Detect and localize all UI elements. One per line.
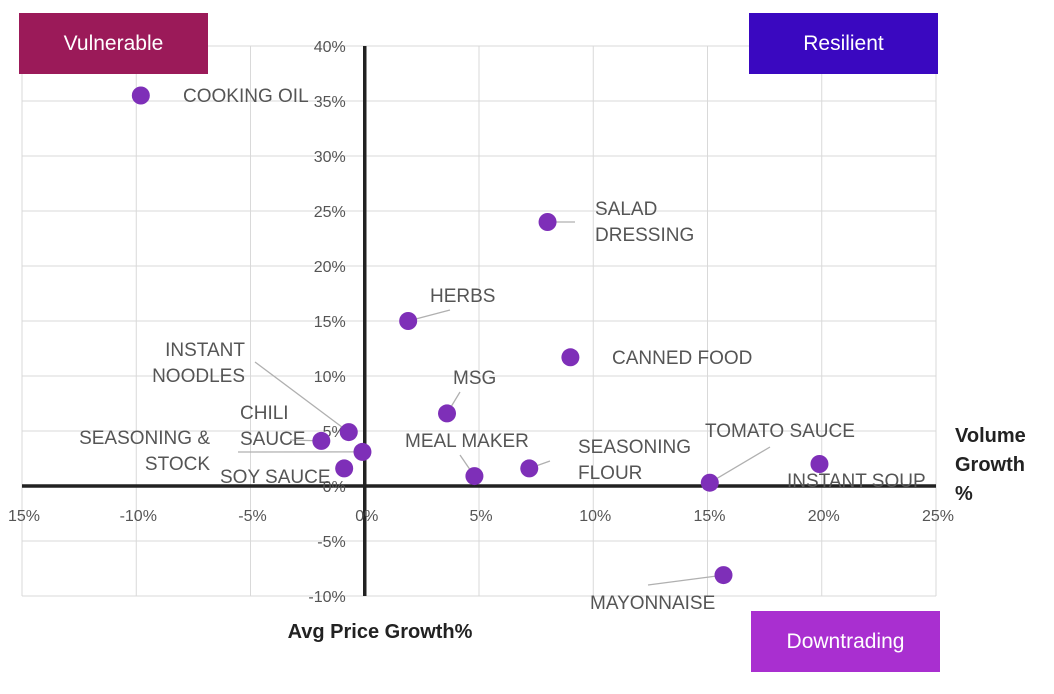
data-point	[520, 459, 539, 478]
data-point	[714, 566, 733, 585]
point-label: MAYONNAISE	[590, 593, 715, 614]
y-tick-label: 20%	[314, 259, 346, 276]
data-point	[438, 404, 457, 423]
data-point	[561, 348, 580, 367]
svg-text:%: %	[955, 483, 973, 505]
point-label: SEASONING &	[79, 428, 210, 449]
x-tick-label: -10%	[120, 508, 157, 525]
x-axis-title: Avg Price Growth%	[288, 621, 473, 643]
y-tick-label: 35%	[314, 94, 346, 111]
y-tick-label: 15%	[314, 314, 346, 331]
point-label: DRESSING	[595, 225, 694, 246]
axes	[22, 46, 936, 596]
y-axis-title: Volume Growth %	[955, 425, 1026, 505]
point-label: MSG	[453, 368, 496, 389]
point-label: SAUCE	[240, 429, 305, 450]
point-label: SOY SAUCE	[220, 467, 331, 488]
point-label: CHILI	[240, 403, 289, 424]
data-point	[335, 459, 354, 478]
y-tick-label: 40%	[314, 39, 346, 56]
data-point	[312, 431, 331, 450]
x-tick-label: 15%	[693, 508, 725, 525]
point-label: COOKING OIL	[183, 86, 309, 107]
data-point	[131, 86, 150, 105]
y-tick-label: 10%	[314, 369, 346, 386]
svg-text:Growth: Growth	[955, 454, 1025, 476]
point-labels: COOKING OIL SALAD DRESSING HERBS CANNED FOOD…	[79, 86, 926, 614]
leader-line	[647, 574, 724, 586]
data-point	[339, 423, 358, 442]
data-point	[399, 312, 418, 330]
leader-lines	[237, 221, 771, 586]
y-tick-labels: -10%-5%0%5%10%15%20%25%30%35%40%	[308, 39, 345, 606]
data-point	[465, 467, 484, 486]
leader-line	[709, 446, 771, 484]
point-label: HERBS	[430, 286, 495, 307]
data-point	[538, 213, 557, 231]
point-label: FLOUR	[578, 463, 642, 484]
data-points	[131, 86, 829, 585]
data-point	[353, 442, 372, 461]
quadrant-downtrading: Downtrading	[751, 611, 940, 672]
data-point	[700, 473, 719, 492]
y-tick-label: -5%	[317, 534, 345, 551]
x-tick-label: 10%	[579, 508, 611, 525]
x-tick-label: 20%	[808, 508, 840, 525]
point-label: INSTANT SOUP	[787, 471, 926, 492]
point-label: CANNED FOOD	[612, 348, 752, 369]
point-label: INSTANT	[165, 340, 245, 361]
quadrant-resilient: Resilient	[749, 13, 938, 74]
point-label: TOMATO SAUCE	[705, 421, 855, 442]
leader-line	[254, 361, 350, 433]
data-point	[810, 455, 829, 473]
point-label: SALAD	[595, 199, 657, 220]
y-tick-label: 25%	[314, 204, 346, 221]
x-tick-label: 0%	[355, 508, 378, 525]
x-tick-label: 15%	[8, 508, 40, 525]
x-tick-labels: 15% -10% -5% 0% 5% 10% 15% 20% 25%	[8, 508, 954, 525]
point-label: STOCK	[145, 454, 210, 475]
point-label: MEAL MAKER	[405, 431, 529, 452]
svg-text:Volume: Volume	[955, 425, 1026, 447]
y-tick-label: -10%	[308, 589, 345, 606]
x-tick-label: 5%	[469, 508, 492, 525]
quadrant-vulnerable: Vulnerable	[19, 13, 208, 74]
y-tick-label: 30%	[314, 149, 346, 166]
point-label: SEASONING	[578, 437, 691, 458]
point-label: NOODLES	[152, 366, 245, 387]
y-tick-label: 0%	[323, 479, 346, 496]
x-tick-label: -5%	[238, 508, 266, 525]
x-tick-label: 25%	[922, 508, 954, 525]
